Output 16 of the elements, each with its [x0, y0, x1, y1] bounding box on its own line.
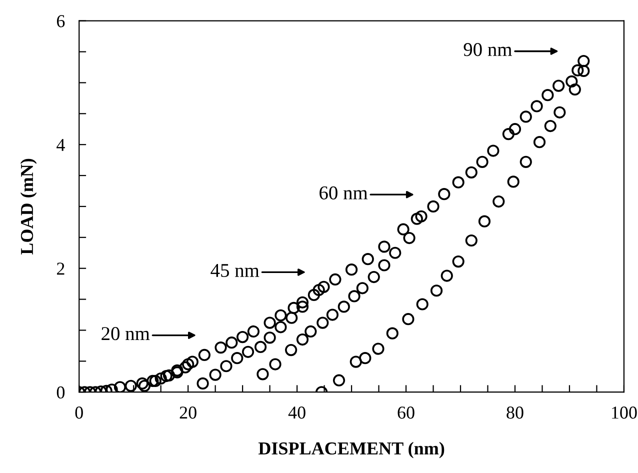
x-tick-label: 100 — [612, 406, 637, 419]
y-tick-label: 0 — [56, 386, 65, 399]
y-tick-label: 4 — [56, 138, 65, 151]
y-tick-label: 2 — [56, 262, 64, 275]
annotation: 60 nm — [320, 186, 368, 200]
x-axis-title: DISPLACEMENT (nm) — [258, 442, 444, 458]
annotation: 90 nm — [464, 43, 512, 56]
x-tick-label: 20 — [180, 406, 196, 419]
y-axis-title: LOAD (mN) — [20, 158, 37, 255]
x-tick-label: 0 — [75, 406, 83, 419]
y-tick-label: 6 — [56, 15, 65, 28]
annotation: 45 nm — [210, 264, 260, 278]
annotation: 20 nm — [102, 327, 150, 340]
x-tick-label: 40 — [288, 406, 306, 419]
x-tick-label: 80 — [506, 406, 524, 419]
x-tick-label: 60 — [398, 406, 414, 419]
